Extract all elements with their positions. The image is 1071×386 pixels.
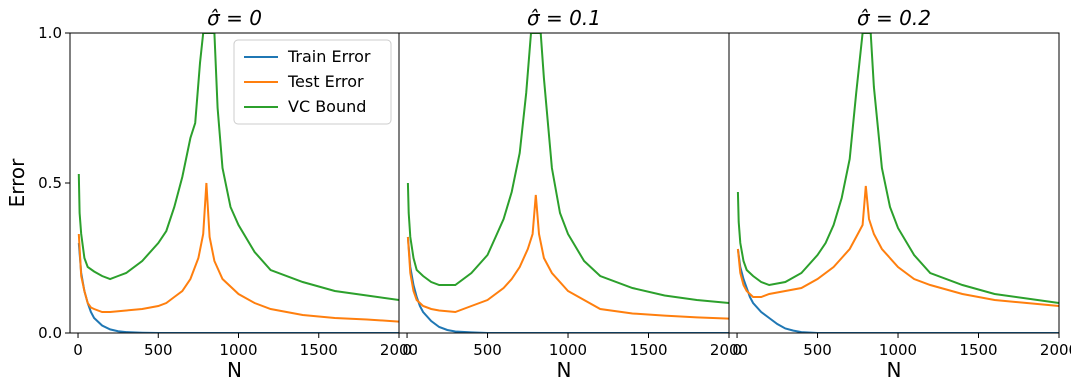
- x-tick-label: 500: [144, 341, 173, 359]
- x-tick-label: 500: [803, 341, 832, 359]
- x-tick-label: 2000: [1040, 341, 1071, 359]
- x-tick-label: 1000: [879, 341, 917, 359]
- panel-2: 0 500 1000 1500 2000 Nσ̂ = 0.1: [398, 6, 748, 382]
- x-tick-label: 1500: [959, 341, 997, 359]
- series-line-vc-bound: [736, 33, 1059, 304]
- panel-3: 0 500 1000 1500 2000 Nσ̂ = 0.2: [728, 6, 1071, 382]
- legend-label: Test Error: [287, 72, 364, 91]
- panel-title: σ̂ = 0.1: [527, 6, 601, 30]
- x-tick-label: 0: [73, 341, 83, 359]
- x-axis-label: N: [557, 358, 572, 382]
- panel-1: 0 500 1000 1500 2000 0.0 0.5 1.0 Nσ̂ = 0: [38, 6, 418, 382]
- x-tick-label: 1500: [300, 341, 338, 359]
- panel-title: σ̂ = 0: [207, 6, 262, 30]
- series-line-train-error: [406, 236, 729, 333]
- y-axis-label: Error: [5, 158, 29, 208]
- x-tick-label: 500: [473, 341, 502, 359]
- series-line-test-error: [406, 194, 729, 320]
- series-line-train-error: [736, 248, 1059, 333]
- x-tick-label: 1500: [629, 341, 667, 359]
- series-line-vc-bound: [77, 33, 399, 301]
- axes-frame: [728, 32, 1060, 334]
- x-tick-label: 1000: [219, 341, 257, 359]
- series-line-test-error: [736, 185, 1059, 307]
- legend-box: [233, 39, 392, 125]
- y-tick-label: 0.5: [38, 174, 62, 192]
- x-tick-label: 0: [732, 341, 742, 359]
- legend: Train Error Test Error VC Bound: [233, 39, 392, 125]
- x-tick-label: 2000: [380, 341, 418, 359]
- panels: 0 500 1000 1500 2000 0.0 0.5 1.0 Nσ̂ = 0 0 500 1000…: [38, 6, 1071, 382]
- series-line-vc-bound: [406, 33, 729, 304]
- legend-label: Train Error: [287, 47, 371, 66]
- x-axis-label: N: [227, 358, 242, 382]
- x-axis-label: N: [887, 358, 902, 382]
- y-tick-label: 0.0: [38, 324, 62, 342]
- series-line-test-error: [77, 182, 399, 323]
- x-tick-label: 1000: [549, 341, 587, 359]
- y-tick-label: 1.0: [38, 24, 62, 42]
- panel-title: σ̂ = 0.2: [857, 6, 931, 30]
- x-tick-label: 2000: [710, 341, 748, 359]
- x-tick-label: 0: [402, 341, 412, 359]
- legend-label: VC Bound: [288, 97, 366, 116]
